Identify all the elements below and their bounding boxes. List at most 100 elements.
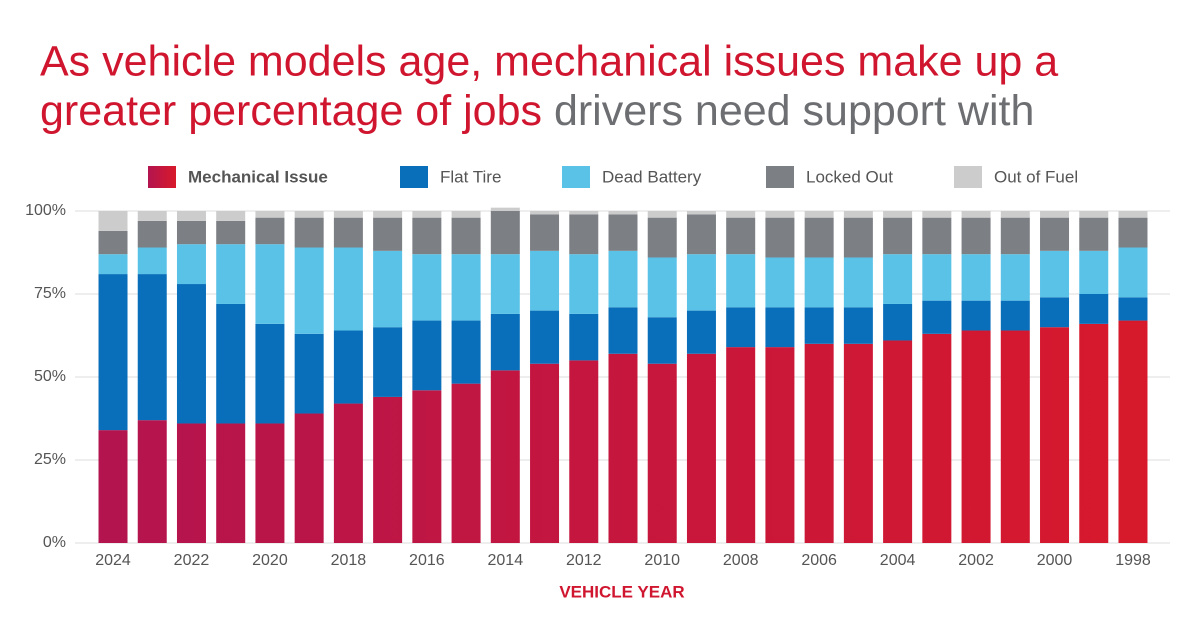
bar-segment <box>726 217 756 255</box>
bar-segment <box>530 250 560 311</box>
bar-segment <box>451 217 481 255</box>
x-tick-label: 2014 <box>488 552 524 569</box>
bar-segment <box>647 257 677 318</box>
bar-segment <box>569 214 599 255</box>
bar-segment <box>98 254 128 275</box>
bar-segment <box>1000 211 1030 218</box>
bar-segment <box>726 211 756 218</box>
x-tick-label: 2020 <box>252 552 288 569</box>
bar-segment <box>765 217 795 258</box>
bar-segment <box>961 211 991 218</box>
bar-segment <box>216 220 246 245</box>
bar-segment <box>373 327 403 397</box>
bar-segment <box>843 217 873 258</box>
bar-segment <box>137 220 167 248</box>
bar-segment <box>765 347 795 543</box>
bar-segment <box>294 247 324 334</box>
bar-segment <box>647 217 677 258</box>
legend-label: Out of Fuel <box>994 167 1078 186</box>
bar-segment <box>333 330 363 404</box>
x-tick-label: 2002 <box>958 552 994 569</box>
bar-segment <box>294 217 324 248</box>
bar-segment <box>176 284 206 424</box>
bar-segment <box>255 244 285 324</box>
x-tick-label: 2022 <box>174 552 210 569</box>
bar-segment <box>647 317 677 364</box>
x-tick-label: 2010 <box>644 552 680 569</box>
bar-segment <box>726 307 756 348</box>
bar-segment <box>137 211 167 221</box>
bar-segment <box>843 257 873 308</box>
bar-segment <box>1118 297 1148 321</box>
bar-segment <box>216 211 246 221</box>
bar-segment <box>883 303 913 341</box>
bar-segment <box>883 254 913 304</box>
bar-segment <box>1040 327 1070 543</box>
bar-segment <box>176 244 206 285</box>
x-tick-label: 2008 <box>723 552 759 569</box>
bar-segment <box>451 211 481 218</box>
bar-segment <box>922 217 952 255</box>
bar-segment <box>1079 211 1109 218</box>
bar-segment <box>1118 320 1148 543</box>
legend-label: Flat Tire <box>440 167 501 186</box>
bar-segment <box>255 323 285 424</box>
bar-segment <box>765 211 795 218</box>
y-tick-label: 75% <box>34 285 66 302</box>
y-tick-label: 100% <box>25 202 66 219</box>
legend-label: Dead Battery <box>602 167 702 186</box>
bar-segment <box>843 343 873 543</box>
bar-segment <box>608 307 638 354</box>
bar-segment <box>1118 217 1148 248</box>
bar-segment <box>843 307 873 344</box>
bar-segment <box>883 340 913 543</box>
legend-swatch <box>954 166 982 188</box>
x-tick-label: 2016 <box>409 552 445 569</box>
bar-segment <box>922 333 952 543</box>
bar-segment <box>608 250 638 308</box>
bar-segment <box>333 217 363 248</box>
chart-title-rest: drivers need support with <box>554 87 1034 135</box>
bar-segment <box>1000 330 1030 543</box>
x-tick-label: 1998 <box>1115 552 1151 569</box>
bar-segment <box>686 353 716 543</box>
bar-segment <box>294 333 324 414</box>
bar-segment <box>961 300 991 331</box>
legend-label: Mechanical Issue <box>188 167 328 186</box>
x-tick-label: 2024 <box>95 552 131 569</box>
bar-segment <box>922 211 952 218</box>
bar-segment <box>333 247 363 331</box>
bar-segment <box>569 313 599 361</box>
bar-segment <box>569 211 599 215</box>
legend-swatch <box>400 166 428 188</box>
legend-swatch <box>766 166 794 188</box>
bar-segment <box>98 430 128 543</box>
bar-segment <box>490 207 520 211</box>
bar-segment <box>412 320 442 391</box>
bar-segment <box>294 211 324 218</box>
bar-segment <box>451 254 481 321</box>
bar-segment <box>569 360 599 543</box>
x-tick-label: 2000 <box>1037 552 1073 569</box>
bar-segment <box>1000 254 1030 301</box>
bar-segment <box>333 403 363 543</box>
bar-segment <box>412 390 442 543</box>
y-tick-label: 25% <box>34 451 66 468</box>
bar-segment <box>961 217 991 255</box>
bar-segment <box>451 383 481 543</box>
bar-segment <box>647 363 677 543</box>
x-tick-label: 2012 <box>566 552 602 569</box>
bar-segment <box>216 303 246 424</box>
bar-segment <box>686 310 716 354</box>
bar-segment <box>530 211 560 215</box>
y-tick-label: 0% <box>43 534 66 551</box>
bar-segment <box>176 211 206 221</box>
bar-segment <box>647 211 677 218</box>
chart-title: greater percentage of jobs drivers need … <box>40 87 1034 135</box>
bar-segment <box>490 370 520 543</box>
bar-segment <box>1000 217 1030 255</box>
bar-segment <box>1079 323 1109 543</box>
bar-segment <box>373 217 403 251</box>
bar-segment <box>569 254 599 314</box>
bar-segment <box>373 211 403 218</box>
